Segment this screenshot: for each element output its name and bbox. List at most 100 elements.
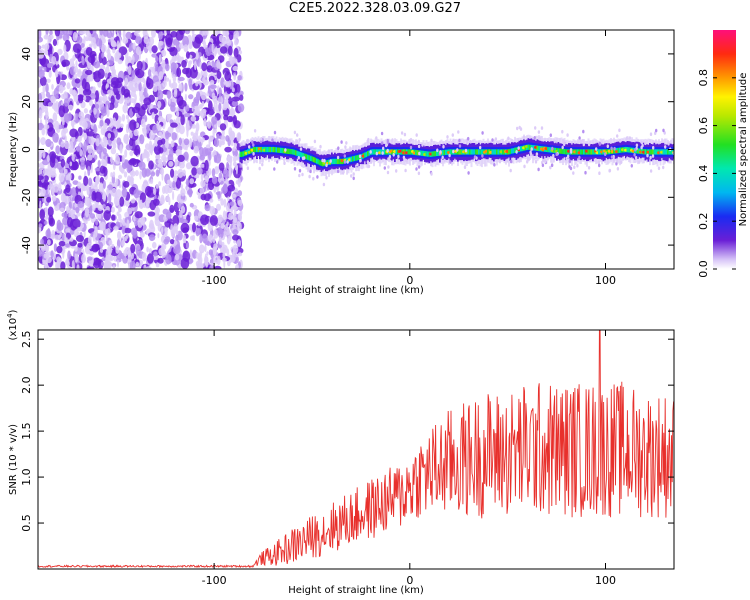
noise-blob bbox=[208, 181, 215, 191]
noise-blob bbox=[152, 84, 158, 92]
signal-band-core bbox=[665, 149, 668, 155]
noise-blob bbox=[225, 81, 229, 88]
signal-speckle bbox=[417, 171, 421, 176]
noise-blob bbox=[216, 70, 222, 80]
noise-blob bbox=[151, 112, 155, 120]
noise-blob bbox=[85, 69, 93, 76]
signal-band-core bbox=[374, 149, 377, 155]
signal-speckle bbox=[649, 155, 652, 160]
signal-speckle bbox=[479, 145, 482, 150]
snr-y-tick-label: 0.5 bbox=[20, 514, 33, 532]
noise-blob bbox=[239, 94, 244, 101]
noise-blob bbox=[124, 247, 131, 254]
noise-blob bbox=[38, 162, 41, 168]
signal-band-core bbox=[508, 149, 510, 155]
spectrogram-x-tick-label: -100 bbox=[202, 274, 227, 287]
noise-blob bbox=[116, 189, 122, 198]
signal-band-core bbox=[491, 149, 494, 155]
noise-blob bbox=[100, 159, 107, 166]
noise-blob bbox=[158, 40, 164, 46]
noise-blob bbox=[82, 88, 92, 96]
noise-blob bbox=[79, 149, 83, 157]
signal-band-core bbox=[559, 148, 561, 154]
noise-blob bbox=[130, 176, 134, 184]
noise-blob bbox=[176, 110, 180, 118]
noise-blob bbox=[218, 34, 224, 43]
noise-blob bbox=[236, 132, 242, 142]
signal-band-core bbox=[497, 149, 500, 155]
noise-blob bbox=[99, 248, 104, 253]
noise-blob bbox=[222, 231, 228, 237]
noise-blob bbox=[184, 82, 188, 92]
noise-blob bbox=[76, 226, 83, 232]
signal-band-core bbox=[520, 146, 522, 152]
signal-speckle bbox=[481, 154, 484, 158]
signal-speckle bbox=[517, 146, 520, 150]
noise-blob bbox=[219, 123, 227, 131]
noise-blob bbox=[138, 81, 142, 92]
noise-blob bbox=[232, 234, 240, 241]
signal-speckle bbox=[283, 161, 286, 165]
noise-blob bbox=[147, 69, 152, 78]
noise-blob bbox=[232, 100, 239, 107]
noise-blob bbox=[221, 257, 227, 262]
noise-blob bbox=[227, 154, 230, 162]
noise-blob bbox=[60, 158, 66, 168]
noise-blob bbox=[180, 222, 190, 234]
signal-speckle bbox=[284, 148, 287, 152]
noise-blob bbox=[55, 60, 59, 66]
noise-blob bbox=[180, 114, 185, 126]
signal-speckle bbox=[663, 131, 666, 135]
signal-speckle bbox=[296, 133, 299, 137]
noise-blob bbox=[134, 220, 138, 227]
signal-speckle bbox=[457, 130, 460, 134]
signal-speckle bbox=[448, 153, 451, 158]
signal-band-core bbox=[472, 149, 474, 155]
noise-blob bbox=[51, 195, 57, 202]
noise-blob bbox=[182, 234, 187, 243]
noise-blob bbox=[183, 44, 189, 53]
noise-blob bbox=[112, 171, 116, 178]
signal-speckle bbox=[628, 136, 632, 140]
signal-band-core bbox=[409, 149, 411, 155]
noise-blob bbox=[54, 30, 61, 37]
signal-speckle bbox=[329, 159, 332, 163]
noise-blob bbox=[94, 181, 98, 188]
noise-blob bbox=[87, 55, 96, 64]
noise-blob bbox=[47, 102, 53, 107]
signal-speckle bbox=[534, 126, 537, 130]
noise-blob bbox=[72, 122, 75, 130]
signal-band-core bbox=[256, 146, 258, 153]
signal-band-core bbox=[470, 149, 473, 155]
noise-blob bbox=[156, 120, 159, 130]
signal-band-core bbox=[509, 148, 512, 155]
noise-blob bbox=[38, 223, 43, 228]
noise-blob bbox=[134, 93, 137, 102]
signal-band-core bbox=[650, 149, 653, 155]
noise-blob bbox=[172, 180, 176, 189]
signal-band-core bbox=[416, 150, 419, 156]
noise-blob bbox=[196, 262, 203, 269]
signal-band-core bbox=[580, 149, 582, 155]
noise-blob bbox=[168, 99, 171, 105]
noise-blob bbox=[202, 30, 208, 36]
noise-blob bbox=[75, 206, 80, 214]
noise-blob bbox=[185, 105, 190, 112]
signal-band-core bbox=[365, 151, 368, 158]
noise-blob bbox=[154, 81, 161, 87]
noise-blob bbox=[228, 31, 234, 41]
signal-speckle bbox=[549, 165, 552, 170]
noise-blob bbox=[170, 122, 178, 128]
noise-blob bbox=[191, 106, 194, 112]
noise-blob bbox=[77, 201, 85, 208]
snr-frame bbox=[37, 329, 675, 570]
signal-speckle bbox=[340, 140, 343, 144]
noise-blob bbox=[102, 136, 108, 143]
snr-axes: -100 0 100 Height of straight line (km) 0.5 1… bbox=[6, 309, 674, 596]
noise-blob bbox=[77, 136, 82, 143]
noise-blob bbox=[62, 33, 70, 42]
noise-blob bbox=[232, 244, 239, 254]
noise-blob bbox=[191, 234, 196, 242]
noise-blob bbox=[58, 240, 66, 247]
